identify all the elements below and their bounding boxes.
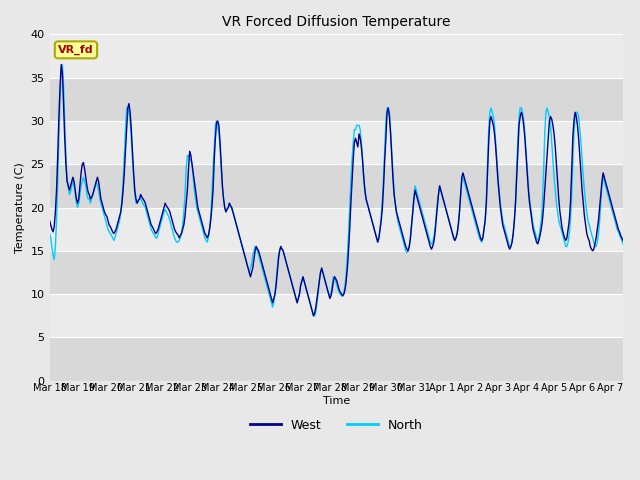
X-axis label: Time: Time	[323, 396, 350, 406]
Bar	[49, 251, 623, 294]
Title: VR Forced Diffusion Temperature: VR Forced Diffusion Temperature	[222, 15, 451, 29]
Bar	[49, 294, 623, 337]
Bar	[49, 207, 623, 251]
Legend: West, North: West, North	[244, 414, 428, 437]
Bar	[49, 164, 623, 207]
Bar	[49, 337, 623, 381]
Text: VR_fd: VR_fd	[58, 45, 94, 55]
Bar	[49, 78, 623, 121]
Bar	[49, 121, 623, 164]
Bar	[49, 35, 623, 78]
Y-axis label: Temperature (C): Temperature (C)	[15, 162, 25, 253]
